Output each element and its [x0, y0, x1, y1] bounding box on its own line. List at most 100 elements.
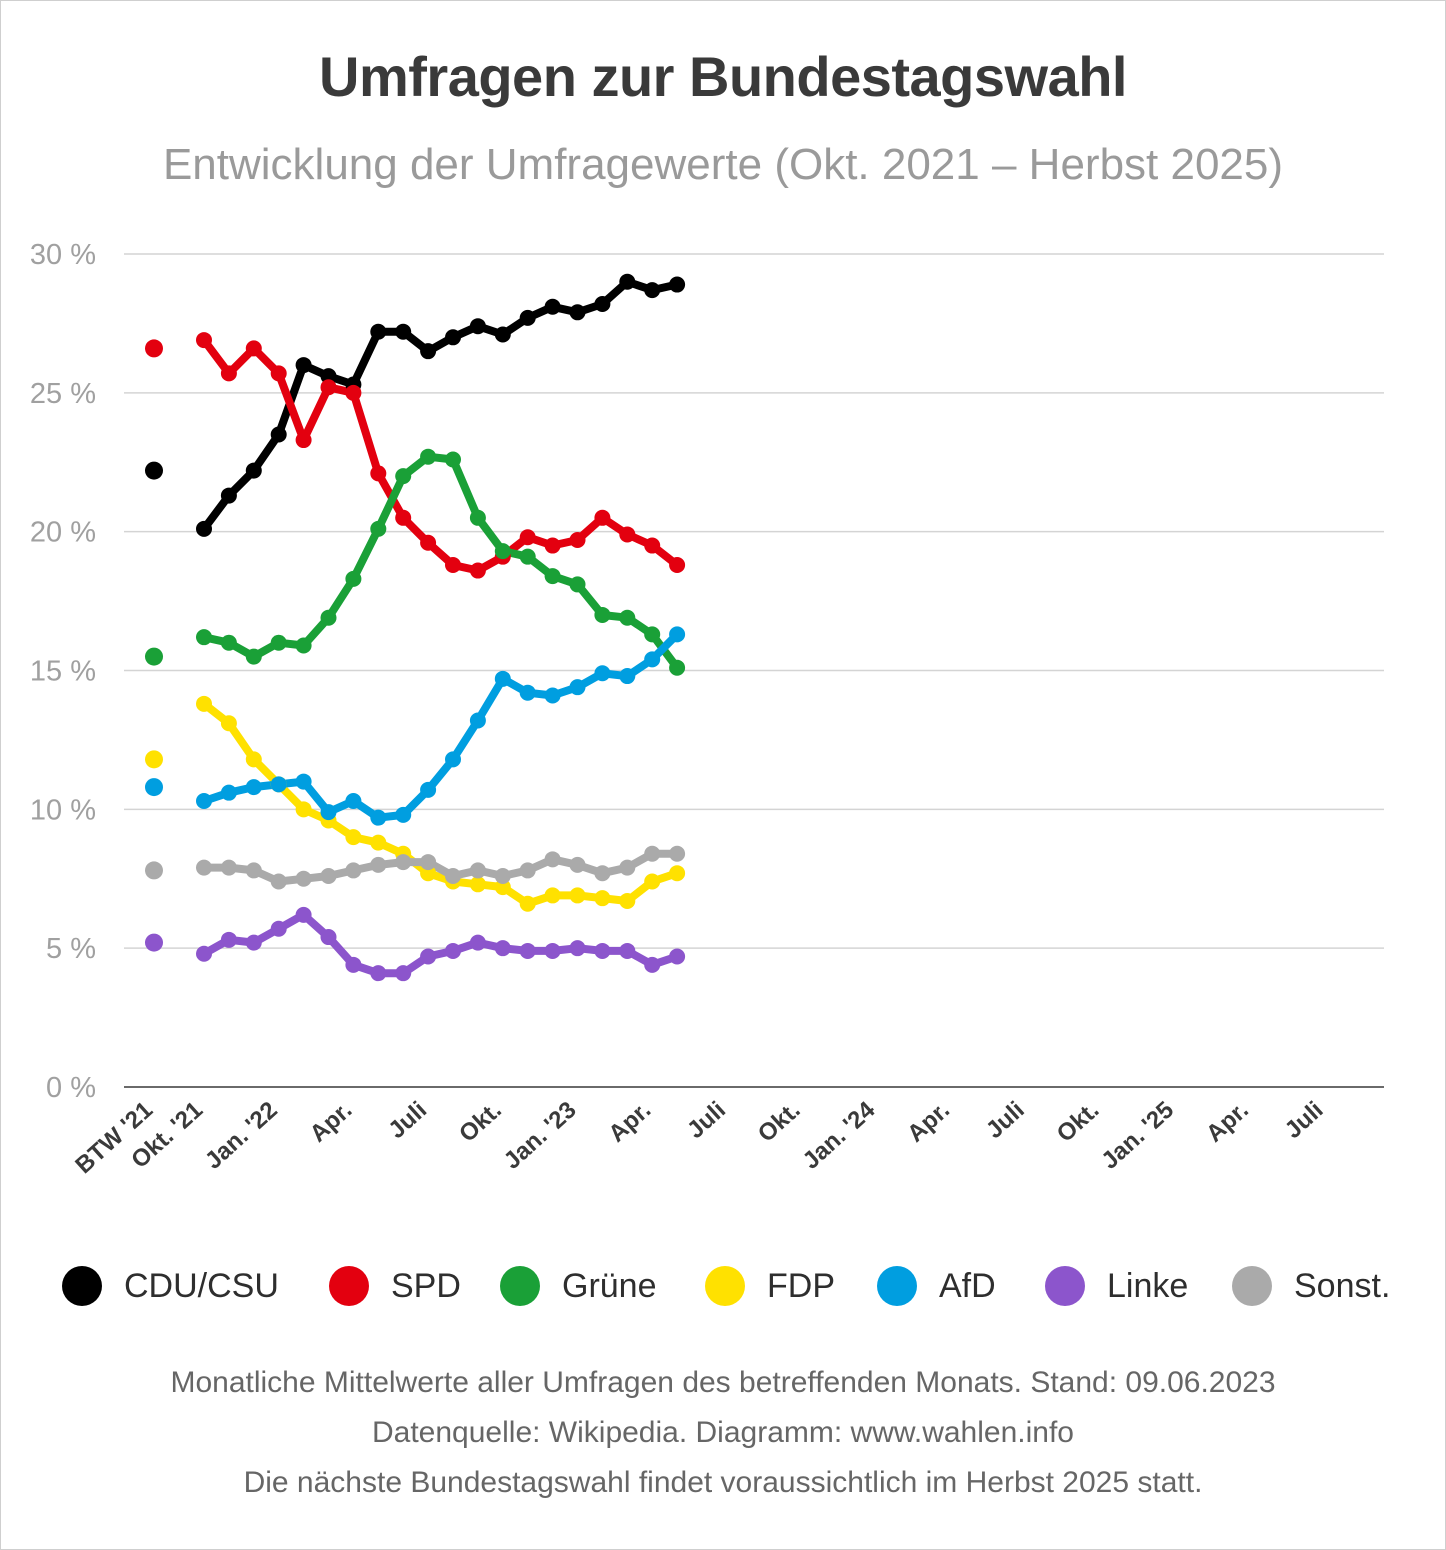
data-point-afd [644, 651, 661, 668]
legend-label: CDU/CSU [124, 1266, 279, 1305]
data-point-sonst [669, 845, 686, 862]
gridlines [124, 253, 1384, 1088]
legend-label: Linke [1107, 1266, 1189, 1305]
election-point-linke [145, 933, 163, 952]
data-point-fdp [220, 715, 237, 732]
y-tick-label: 25 % [30, 378, 96, 410]
data-point-afd [420, 781, 437, 798]
chart-footer: Monatliche Mittelwerte aller Umfragen de… [0, 1358, 1446, 1508]
data-point-afd [196, 793, 212, 810]
data-point-sonst [270, 873, 287, 890]
data-point-sonst [420, 854, 437, 871]
legend-swatch [500, 1266, 540, 1306]
data-point-gr-ne [220, 634, 237, 651]
data-point-gr-ne [494, 543, 511, 560]
data-point-cdu-csu [270, 426, 287, 443]
x-tick-label: Juli [383, 1096, 432, 1144]
data-point-linke [494, 940, 511, 957]
legend-item-cdu-csu: CDU/CSU [62, 1258, 279, 1314]
y-tick-label: 20 % [30, 517, 96, 549]
election-point-cdu-csu [145, 461, 163, 480]
data-point-cdu-csu [569, 304, 586, 321]
legend-item-gr-ne: Grüne [500, 1258, 657, 1314]
data-point-gr-ne [519, 548, 536, 565]
data-point-sonst [494, 867, 511, 884]
data-point-gr-ne [594, 606, 611, 623]
x-tick-label: Juli [682, 1096, 731, 1144]
data-point-gr-ne [320, 609, 337, 626]
data-point-gr-ne [669, 659, 686, 676]
data-point-afd [544, 687, 561, 704]
x-tick-label: Apr. [902, 1096, 955, 1147]
data-point-gr-ne [420, 448, 437, 465]
data-point-gr-ne [445, 451, 461, 468]
data-point-gr-ne [245, 648, 262, 665]
legend-label: AfD [939, 1266, 996, 1305]
legend-item-afd: AfD [877, 1258, 996, 1314]
legend-swatch [877, 1266, 917, 1306]
data-point-fdp [619, 892, 636, 909]
data-point-spd [245, 340, 262, 357]
data-point-fdp [644, 873, 661, 890]
data-point-sonst [445, 867, 461, 884]
data-point-sonst [469, 862, 486, 879]
data-point-spd [544, 537, 561, 554]
data-point-linke [469, 934, 486, 951]
data-point-fdp [345, 829, 362, 846]
x-tick-label: Jan. '25 [1096, 1096, 1179, 1174]
data-point-cdu-csu [395, 323, 412, 340]
data-point-afd [619, 668, 636, 685]
data-point-fdp [295, 801, 312, 818]
data-point-spd [220, 365, 237, 382]
data-point-sonst [320, 867, 337, 884]
data-point-afd [669, 626, 686, 643]
data-point-spd [345, 384, 362, 401]
data-point-afd [270, 776, 287, 793]
data-point-sonst [245, 862, 262, 879]
data-point-gr-ne [370, 520, 387, 537]
election-point-spd [145, 339, 163, 358]
election-point-gr-ne [145, 647, 163, 666]
data-point-spd [569, 531, 586, 548]
data-point-linke [420, 948, 437, 965]
x-tick-label: Jan. '24 [798, 1096, 881, 1175]
legend-item-fdp: FDP [705, 1258, 835, 1314]
data-point-cdu-csu [220, 487, 237, 504]
legend-item-sonst: Sonst. [1232, 1258, 1390, 1314]
data-point-afd [220, 784, 237, 801]
data-point-linke [270, 920, 287, 937]
data-point-linke [320, 929, 337, 946]
data-point-linke [569, 940, 586, 957]
data-point-afd [445, 751, 461, 768]
data-point-cdu-csu [295, 357, 312, 374]
data-point-spd [420, 534, 437, 551]
data-point-cdu-csu [445, 329, 461, 346]
data-point-fdp [669, 865, 686, 882]
data-point-cdu-csu [544, 298, 561, 315]
legend-swatch [705, 1266, 745, 1306]
data-point-cdu-csu [669, 276, 686, 293]
data-point-sonst [345, 862, 362, 879]
data-point-sonst [196, 859, 212, 876]
data-point-cdu-csu [370, 323, 387, 340]
data-point-spd [594, 509, 611, 526]
legend-swatch [62, 1266, 102, 1306]
election-point-sonst [145, 861, 163, 880]
data-point-sonst [619, 859, 636, 876]
election-point-fdp [145, 750, 163, 769]
y-tick-label: 30 % [30, 239, 96, 271]
data-point-spd [320, 379, 337, 396]
data-point-gr-ne [569, 576, 586, 593]
data-point-spd [619, 526, 636, 543]
legend-label: Sonst. [1294, 1266, 1391, 1305]
data-point-linke [619, 942, 636, 959]
data-point-fdp [544, 887, 561, 904]
data-point-gr-ne [395, 468, 412, 485]
x-tick-label: Juli [981, 1096, 1030, 1144]
y-tick-label: 5 % [46, 933, 96, 965]
data-point-linke [519, 942, 536, 959]
data-point-cdu-csu [494, 326, 511, 343]
legend-label: SPD [391, 1266, 461, 1305]
data-point-sonst [519, 862, 536, 879]
data-point-fdp [569, 887, 586, 904]
